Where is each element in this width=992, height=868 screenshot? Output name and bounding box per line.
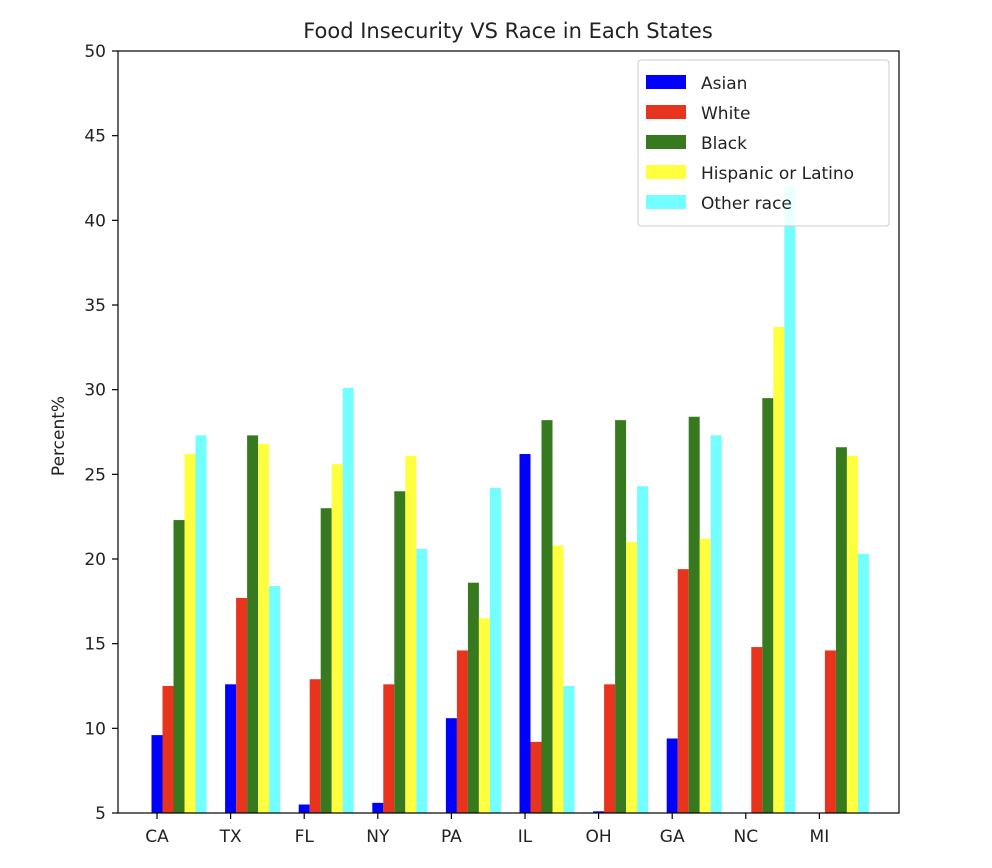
- bar-asian-il: [519, 454, 531, 813]
- y-tick-label: 45: [84, 127, 106, 147]
- bar-hispanic-or-latino-tx: [258, 443, 270, 813]
- x-tick-label: CA: [145, 827, 169, 847]
- y-tick-label: 25: [84, 465, 106, 485]
- y-tick-label: 10: [84, 719, 106, 739]
- legend-swatch: [646, 75, 686, 89]
- bar-white-mi: [824, 650, 836, 813]
- bars-layer: [151, 186, 869, 813]
- x-tick-label: TX: [219, 827, 242, 847]
- bar-hispanic-or-latino-fl: [331, 464, 343, 813]
- bar-black-nc: [762, 398, 774, 813]
- plot-frame: [117, 50, 900, 814]
- legend: Asian White Black Hispanic or Latino Other r…: [637, 59, 890, 227]
- x-tick-label: GA: [660, 827, 685, 847]
- bar-hispanic-or-latino-oh: [626, 542, 638, 813]
- bar-other-race-ga: [710, 435, 722, 813]
- bar-asian-ca: [151, 735, 163, 813]
- bar-other-race-tx: [269, 586, 281, 813]
- bar-black-ga: [688, 416, 700, 813]
- y-axis-label: Percent%: [49, 396, 69, 476]
- legend-swatch: [646, 105, 686, 119]
- bar-black-ca: [173, 520, 185, 813]
- bar-other-race-nc: [784, 186, 796, 813]
- y-tick-label: 15: [84, 635, 106, 655]
- bar-white-nc: [751, 647, 763, 813]
- x-tick-label: OH: [586, 827, 612, 847]
- legend-box: [637, 59, 890, 227]
- bar-other-race-mi: [857, 553, 869, 813]
- x-tick-label: NC: [734, 827, 759, 847]
- bar-hispanic-or-latino-ca: [184, 454, 196, 813]
- bar-hispanic-or-latino-ga: [699, 538, 711, 813]
- legend-swatch: [646, 135, 686, 149]
- y-tick-label: 50: [84, 42, 106, 62]
- x-tick-label: PA: [441, 827, 462, 847]
- bar-other-race-oh: [637, 486, 649, 813]
- bar-black-mi: [835, 447, 847, 813]
- y-tick-label: 40: [84, 211, 106, 231]
- legend-label: Hispanic or Latino: [701, 164, 854, 184]
- y-tick-label: 20: [84, 550, 106, 570]
- legend-label: Black: [701, 134, 747, 154]
- bar-white-fl: [309, 679, 321, 813]
- y-tick-label: 35: [84, 296, 106, 316]
- bar-white-ca: [162, 686, 174, 813]
- bar-hispanic-or-latino-ny: [405, 455, 417, 813]
- x-tick-label: NY: [366, 827, 390, 847]
- y-tick-label: 30: [84, 381, 106, 401]
- y-tick-label: 5: [95, 804, 106, 824]
- bar-white-tx: [236, 597, 248, 813]
- bar-black-tx: [247, 435, 259, 813]
- bar-white-ny: [383, 684, 395, 813]
- bar-white-ga: [677, 569, 689, 813]
- bar-black-ny: [394, 491, 406, 813]
- bar-asian-ga: [666, 738, 678, 813]
- bar-hispanic-or-latino-il: [552, 545, 564, 813]
- chart-title: Food Insecurity VS Race in Each States: [303, 19, 713, 43]
- bar-black-oh: [615, 420, 627, 813]
- legend-swatch: [646, 195, 686, 209]
- bar-asian-fl: [298, 804, 310, 813]
- bar-hispanic-or-latino-mi: [846, 455, 858, 813]
- x-tick-label: IL: [518, 827, 533, 847]
- bar-other-race-il: [563, 686, 575, 813]
- bar-hispanic-or-latino-pa: [478, 618, 490, 813]
- x-tick-label: FL: [295, 827, 315, 847]
- bar-black-pa: [467, 582, 479, 813]
- legend-label: Asian: [701, 74, 747, 94]
- x-tick-label: MI: [810, 827, 830, 847]
- axes-layer: 5 10 15 20 25 30 35 40 45 50 CA TX FL NY PA IL OH GA NC MI: [84, 42, 900, 847]
- bar-other-race-fl: [342, 387, 354, 813]
- bar-black-il: [541, 420, 553, 813]
- bar-asian-tx: [225, 684, 237, 813]
- bar-white-pa: [456, 650, 468, 813]
- bar-white-il: [530, 741, 542, 813]
- legend-label: Other race: [701, 194, 792, 214]
- bar-white-oh: [604, 684, 616, 813]
- bar-asian-oh: [593, 811, 605, 813]
- legend-label: White: [701, 104, 750, 124]
- bar-asian-ny: [372, 802, 384, 813]
- bar-asian-pa: [445, 718, 457, 813]
- bar-hispanic-or-latino-nc: [773, 327, 785, 813]
- bar-black-fl: [320, 508, 332, 813]
- bar-other-race-ca: [195, 435, 207, 813]
- bar-other-race-ny: [416, 548, 428, 813]
- bar-other-race-pa: [489, 487, 501, 813]
- legend-swatch: [646, 165, 686, 179]
